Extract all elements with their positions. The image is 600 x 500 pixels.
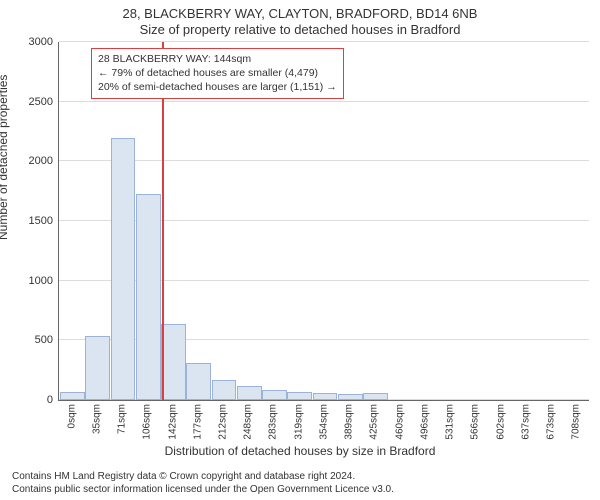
annotation-line: 28 BLACKBERRY WAY: 144sqm [98,52,337,66]
bar [313,393,338,400]
y-tick-label: 2500 [29,96,53,108]
bar [262,390,287,400]
x-tick-label: 248sqm [243,400,254,440]
bar-slot: 637sqm [513,42,538,400]
x-tick-label: 106sqm [142,400,153,440]
copyright-line-1: Contains HM Land Registry data © Crown c… [12,470,394,483]
x-tick-label: 496sqm [419,400,430,440]
chart-subtitle: Size of property relative to detached ho… [0,22,600,37]
bar-slot: 0sqm [59,42,84,400]
x-tick-label: 566sqm [470,400,481,440]
y-tick-label: 3000 [29,36,53,48]
x-tick-label: 212sqm [218,400,229,440]
bar-slot: 673sqm [538,42,563,400]
x-tick-label: 602sqm [495,400,506,440]
bar [363,393,388,400]
bar-slot: 566sqm [463,42,488,400]
x-tick-label: 71sqm [117,400,128,434]
copyright-notice: Contains HM Land Registry data © Crown c… [12,470,394,496]
bar-slot: 425sqm [362,42,387,400]
bar [161,324,186,400]
x-tick-label: 460sqm [394,400,405,440]
x-tick-label: 354sqm [318,400,329,440]
plot-area: 0500100015002000250030000sqm35sqm71sqm10… [58,42,589,401]
x-axis-label: Distribution of detached houses by size … [0,444,600,458]
x-tick-label: 637sqm [520,400,531,440]
annotation-line: 20% of semi-detached houses are larger (… [98,80,337,94]
y-tick-label: 1500 [29,215,53,227]
bar [136,194,161,400]
x-tick-label: 35sqm [91,400,102,434]
y-axis-label: Number of detached properties [0,75,10,240]
y-tick-label: 500 [35,334,53,346]
x-tick-label: 673sqm [546,400,557,440]
x-tick-label: 389sqm [344,400,355,440]
bar [111,138,136,400]
bar-slot: 531sqm [438,42,463,400]
bar [287,392,312,400]
bar-slot: 602sqm [488,42,513,400]
x-tick-label: 177sqm [192,400,203,440]
x-tick-label: 0sqm [66,400,77,428]
bar [186,363,211,400]
x-tick-label: 708sqm [571,400,582,440]
x-tick-label: 283sqm [268,400,279,440]
x-tick-label: 425sqm [369,400,380,440]
x-tick-label: 142sqm [167,400,178,440]
bar-slot: 496sqm [412,42,437,400]
x-tick-label: 531sqm [445,400,456,440]
bar [212,380,237,400]
bar-slot: 460sqm [387,42,412,400]
bar [85,336,110,400]
y-tick-label: 0 [47,394,53,406]
annotation-box: 28 BLACKBERRY WAY: 144sqm← 79% of detach… [91,48,344,99]
y-tick-label: 2000 [29,155,53,167]
bar [60,392,85,400]
y-tick-label: 1000 [29,275,53,287]
chart-container: 28, BLACKBERRY WAY, CLAYTON, BRADFORD, B… [0,0,600,500]
bar [237,386,262,400]
chart-title-address: 28, BLACKBERRY WAY, CLAYTON, BRADFORD, B… [0,6,600,21]
copyright-line-2: Contains public sector information licen… [12,483,394,496]
annotation-line: ← 79% of detached houses are smaller (4,… [98,66,337,80]
x-tick-label: 319sqm [293,400,304,440]
bar-slot: 708sqm [564,42,589,400]
